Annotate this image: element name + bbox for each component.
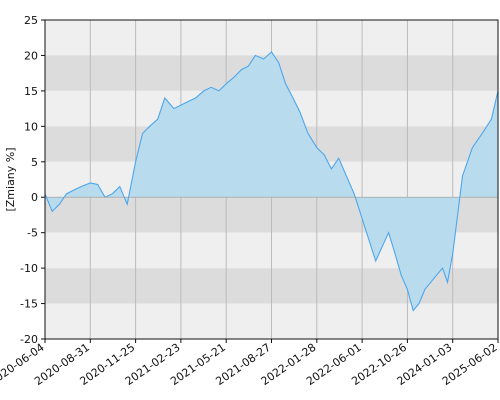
series-area-fill (45, 51, 498, 311)
y-tick-label: -5 (27, 227, 38, 240)
plot-frame (44, 19, 499, 340)
y-axis-title: [Zmiany %] (4, 147, 17, 211)
y-tick-label: 20 (24, 49, 38, 62)
y-tick-label: -20 (20, 333, 38, 346)
y-tick-label: -10 (20, 262, 38, 275)
y-tick-label: 25 (24, 14, 38, 27)
y-tick-label: 10 (24, 120, 38, 133)
y-tick-label: 5 (31, 156, 38, 169)
y-tick-label: 0 (31, 191, 38, 204)
series-line (44, 51, 499, 312)
y-axis: 25 20 15 10 5 0 -5 -10 -15 -20 (20, 14, 45, 346)
x-axis: 2020-06-042020-08-312020-11-252021-02-23… (0, 339, 500, 388)
y-tick-label: -15 (20, 298, 38, 311)
y-tick-label: 15 (24, 85, 38, 98)
